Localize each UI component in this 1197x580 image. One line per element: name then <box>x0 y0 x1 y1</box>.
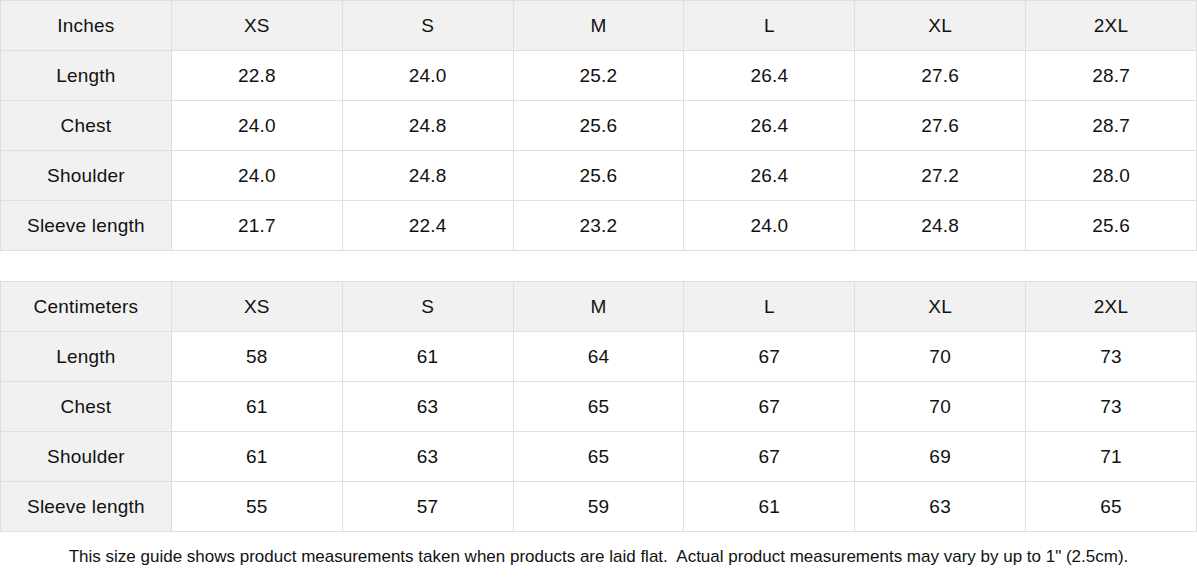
size-table-centimeters: CentimetersXSSMLXL2XLLength586164677073C… <box>0 281 1197 532</box>
header-row: InchesXSSMLXL2XL <box>1 1 1197 51</box>
unit-label: Inches <box>1 1 172 51</box>
size-header: M <box>513 282 684 332</box>
measurement-cell: 67 <box>684 332 855 382</box>
measurement-cell: 22.8 <box>171 51 342 101</box>
table-row: Length22.824.025.226.427.628.7 <box>1 51 1197 101</box>
measurement-cell: 73 <box>1026 332 1197 382</box>
measurement-cell: 25.6 <box>513 151 684 201</box>
measurement-cell: 25.2 <box>513 51 684 101</box>
table-row: Sleeve length555759616365 <box>1 482 1197 532</box>
measurement-cell: 26.4 <box>684 51 855 101</box>
measurement-cell: 57 <box>342 482 513 532</box>
measurement-cell: 65 <box>513 382 684 432</box>
size-header: XS <box>171 1 342 51</box>
row-label: Shoulder <box>1 432 172 482</box>
size-header: S <box>342 1 513 51</box>
measurement-cell: 63 <box>342 382 513 432</box>
measurement-cell: 55 <box>171 482 342 532</box>
measurement-cell: 61 <box>171 382 342 432</box>
measurement-cell: 27.2 <box>855 151 1026 201</box>
measurement-cell: 21.7 <box>171 201 342 251</box>
size-header: XL <box>855 282 1026 332</box>
row-label: Chest <box>1 382 172 432</box>
table-row: Chest616365677073 <box>1 382 1197 432</box>
measurement-cell: 27.6 <box>855 101 1026 151</box>
measurement-cell: 59 <box>513 482 684 532</box>
measurement-cell: 24.8 <box>342 151 513 201</box>
measurement-cell: 70 <box>855 382 1026 432</box>
measurement-cell: 24.8 <box>342 101 513 151</box>
table-row: Sleeve length21.722.423.224.024.825.6 <box>1 201 1197 251</box>
measurement-cell: 65 <box>1026 482 1197 532</box>
measurement-cell: 65 <box>513 432 684 482</box>
measurement-cell: 28.7 <box>1026 51 1197 101</box>
measurement-cell: 69 <box>855 432 1026 482</box>
table-row: Chest24.024.825.626.427.628.7 <box>1 101 1197 151</box>
measurement-cell: 61 <box>684 482 855 532</box>
measurement-cell: 26.4 <box>684 101 855 151</box>
table-row: Shoulder616365676971 <box>1 432 1197 482</box>
row-label: Sleeve length <box>1 201 172 251</box>
table-row: Shoulder24.024.825.626.427.228.0 <box>1 151 1197 201</box>
measurement-cell: 64 <box>513 332 684 382</box>
size-header: L <box>684 282 855 332</box>
size-header: 2XL <box>1026 1 1197 51</box>
measurement-cell: 24.0 <box>684 201 855 251</box>
size-header: L <box>684 1 855 51</box>
header-row: CentimetersXSSMLXL2XL <box>1 282 1197 332</box>
measurement-cell: 23.2 <box>513 201 684 251</box>
size-table-inches: InchesXSSMLXL2XLLength22.824.025.226.427… <box>0 0 1197 251</box>
table-gap <box>0 251 1197 281</box>
measurement-cell: 63 <box>855 482 1026 532</box>
measurement-cell: 28.0 <box>1026 151 1197 201</box>
measurement-cell: 67 <box>684 432 855 482</box>
row-label: Sleeve length <box>1 482 172 532</box>
row-label: Shoulder <box>1 151 172 201</box>
table-row: Length586164677073 <box>1 332 1197 382</box>
measurement-cell: 73 <box>1026 382 1197 432</box>
measurement-cell: 70 <box>855 332 1026 382</box>
size-header: XS <box>171 282 342 332</box>
measurement-cell: 28.7 <box>1026 101 1197 151</box>
measurement-cell: 25.6 <box>513 101 684 151</box>
measurement-cell: 61 <box>342 332 513 382</box>
size-header: XL <box>855 1 1026 51</box>
measurement-cell: 58 <box>171 332 342 382</box>
measurement-cell: 24.0 <box>171 151 342 201</box>
measurement-cell: 24.0 <box>171 101 342 151</box>
unit-label: Centimeters <box>1 282 172 332</box>
measurement-cell: 25.6 <box>1026 201 1197 251</box>
row-label: Length <box>1 51 172 101</box>
footer-note: This size guide shows product measuremen… <box>0 532 1197 580</box>
measurement-cell: 26.4 <box>684 151 855 201</box>
measurement-cell: 61 <box>171 432 342 482</box>
row-label: Length <box>1 332 172 382</box>
size-header: 2XL <box>1026 282 1197 332</box>
measurement-cell: 67 <box>684 382 855 432</box>
measurement-cell: 27.6 <box>855 51 1026 101</box>
measurement-cell: 63 <box>342 432 513 482</box>
measurement-cell: 24.0 <box>342 51 513 101</box>
measurement-cell: 24.8 <box>855 201 1026 251</box>
measurement-cell: 71 <box>1026 432 1197 482</box>
size-guide-panel: InchesXSSMLXL2XLLength22.824.025.226.427… <box>0 0 1197 580</box>
measurement-cell: 22.4 <box>342 201 513 251</box>
size-header: S <box>342 282 513 332</box>
row-label: Chest <box>1 101 172 151</box>
size-header: M <box>513 1 684 51</box>
